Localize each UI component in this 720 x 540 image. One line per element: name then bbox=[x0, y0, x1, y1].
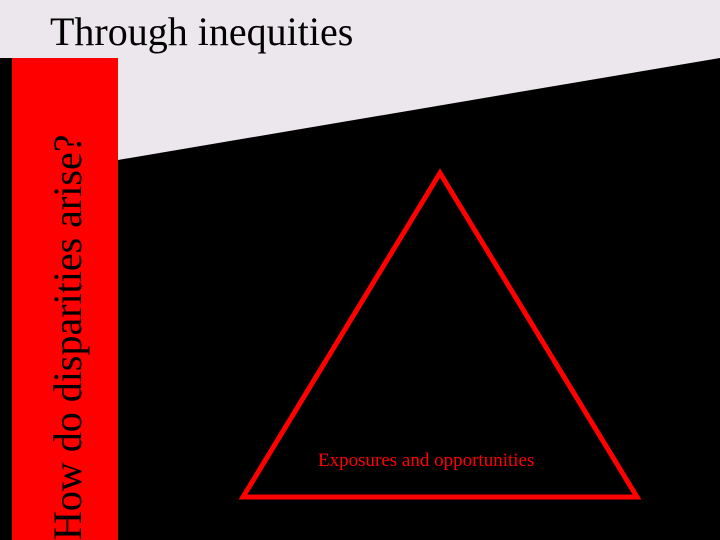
sidebar-question: How do disparities arise? bbox=[18, 60, 118, 540]
slide-title: Through inequities bbox=[50, 8, 353, 55]
slide-background: Through inequities How do disparities ar… bbox=[0, 0, 720, 540]
sidebar-left-strip bbox=[0, 58, 12, 540]
triangle-annotation: Exposures and opportunities bbox=[318, 450, 534, 472]
diagonal-wedge bbox=[118, 58, 720, 160]
